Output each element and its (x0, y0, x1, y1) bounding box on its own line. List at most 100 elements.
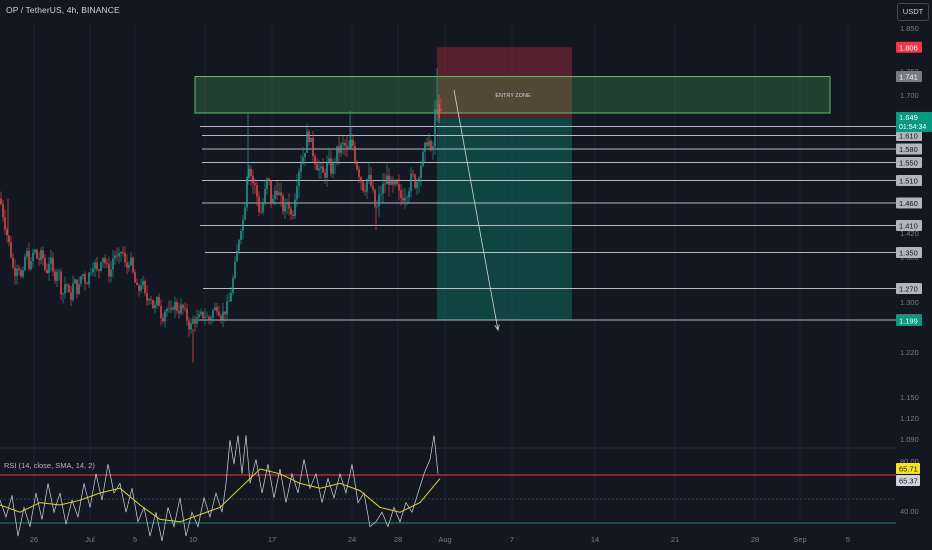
candle-body (90, 272, 92, 273)
candle-body (314, 156, 316, 165)
time-tick-label: 7 (510, 535, 514, 544)
candle-body (276, 190, 278, 195)
candle-body (130, 257, 132, 265)
candle-body (374, 189, 376, 207)
time-tick-label: Jul (85, 535, 95, 544)
candle-body (180, 304, 182, 314)
price-axis[interactable]: 1.8501.7501.7001.4201.3801.3001.2201.150… (896, 24, 932, 516)
candle-body (398, 184, 400, 191)
candle-body (18, 268, 20, 271)
candle-body (196, 317, 198, 324)
price-tick-label: 1.150 (900, 393, 919, 402)
candle-body (390, 179, 392, 185)
stop-zone (437, 47, 572, 118)
candle-body (2, 204, 4, 218)
candlestick-series (0, 68, 442, 363)
candle-body (372, 186, 374, 190)
candle-body (334, 161, 336, 163)
candle-body (440, 109, 442, 111)
candle-body (16, 268, 18, 277)
candle-body (36, 249, 38, 259)
rsi-line (0, 435, 439, 542)
candle-body (284, 204, 286, 212)
candle-body (438, 104, 440, 118)
candle-body (92, 268, 94, 273)
candle-body (412, 173, 414, 175)
candle-body (388, 175, 390, 185)
candle-body (66, 284, 68, 286)
candle-body (40, 250, 42, 261)
candle-body (118, 253, 120, 257)
candle-body (154, 305, 156, 309)
candle-body (392, 179, 394, 185)
candle-body (88, 272, 90, 285)
candle-body (410, 173, 412, 192)
candle-body (32, 252, 34, 262)
candle-body (204, 317, 206, 319)
candle-body (242, 219, 244, 232)
candle-body (356, 161, 358, 170)
currency-button[interactable]: USDT (897, 3, 929, 21)
entry-zone-label: ENTRY ZONE (495, 93, 531, 99)
candle-body (324, 172, 326, 178)
target-zone (437, 117, 572, 321)
candle-body (132, 257, 134, 273)
candle-body (150, 299, 152, 300)
level-price-tag-bg (896, 143, 922, 155)
candle-body (210, 317, 212, 321)
candle-body (434, 109, 436, 147)
candle-body (170, 307, 172, 310)
candle-body (350, 139, 352, 148)
candle-body (298, 171, 300, 187)
candle-body (84, 273, 86, 284)
rsi-indicator (0, 435, 896, 542)
candle-body (258, 196, 260, 213)
candle-body (226, 301, 228, 315)
candle-body (338, 146, 340, 153)
candle-body (228, 301, 230, 302)
candle-body (126, 262, 128, 268)
level-price-tag: 1.550 (899, 159, 918, 168)
candle-body (270, 180, 272, 203)
chart-title: OP / TetherUS, 4h, BINANCE (6, 5, 120, 15)
grid-lines (0, 24, 896, 520)
candle-body (426, 142, 428, 146)
time-tick-label: 5 (846, 535, 850, 544)
candle-body (112, 258, 114, 270)
time-tick-label: 24 (348, 535, 356, 544)
candle-body (14, 267, 16, 277)
candle-body (182, 304, 184, 308)
rsi-value-tag: 65.71 (899, 465, 918, 474)
candle-body (348, 147, 350, 149)
candle-body (304, 152, 306, 158)
projection-arrow (453, 89, 500, 331)
price-tick-label: 1.220 (900, 348, 919, 357)
candle-body (416, 181, 418, 188)
candle-body (278, 192, 280, 195)
candle-body (136, 282, 138, 286)
projection-arrow-head (494, 324, 500, 331)
candle-body (156, 296, 158, 306)
candle-body (26, 250, 28, 257)
projection-arrow-line (453, 89, 499, 331)
rsi-tick-label: 80.00 (900, 457, 919, 466)
target-price-tag-bg (896, 314, 922, 326)
candle-body (430, 141, 432, 151)
candle-body (96, 262, 98, 270)
candle-body (42, 250, 44, 259)
candle-body (54, 271, 56, 281)
candle-body (68, 285, 70, 293)
candle-body (146, 293, 148, 301)
candle-body (60, 271, 62, 295)
candle-body (104, 257, 106, 264)
candle-body (382, 183, 384, 194)
rsi-sma-line (0, 468, 441, 523)
candle-body (142, 281, 144, 286)
candle-body (280, 192, 282, 196)
candle-body (422, 151, 424, 166)
time-axis[interactable]: 26 Jul 5 10 17 24 28 Aug 7 14 21 28 Sep 5 (30, 535, 850, 544)
level-price-tag-bg (896, 247, 922, 258)
candle-body (138, 285, 140, 291)
rsi-sma-tag: 65.37 (899, 477, 918, 486)
